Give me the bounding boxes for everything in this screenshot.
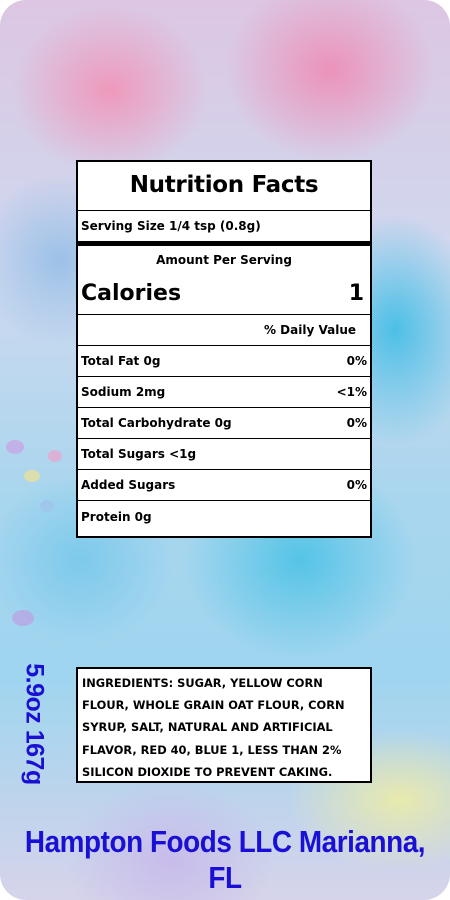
calories-label: Calories: [81, 280, 182, 306]
ingredients-line: SYRUP, SALT, NATURAL AND ARTIFICIAL: [82, 720, 333, 735]
nutrient-row: Added Sugars 0%: [78, 470, 370, 501]
calories-row: Calories 1: [78, 272, 370, 315]
manufacturer-line: Hampton Foods LLC Marianna, FL: [24, 824, 426, 895]
nutrition-facts-panel: Nutrition Facts Serving Size 1/4 tsp (0.…: [76, 160, 372, 538]
nutrient-label: Total Fat 0g: [81, 354, 161, 368]
ingredients-line: SILICON DIOXIDE TO PREVENT CAKING.: [82, 764, 333, 779]
ingredients-line: INGREDIENTS: SUGAR, YELLOW CORN: [82, 676, 323, 690]
candy-dot: [48, 450, 62, 462]
nutrient-label: Added Sugars: [81, 478, 176, 492]
nutrient-label: Sodium 2mg: [81, 385, 166, 399]
calories-value: 1: [348, 280, 364, 306]
nutrient-row: Total Fat 0g 0%: [78, 346, 370, 377]
nutrient-row: Sodium 2mg <1%: [78, 377, 370, 408]
serving-size: Serving Size 1/4 tsp (0.8g): [78, 211, 370, 246]
nutrition-title: Nutrition Facts: [78, 162, 370, 211]
ingredients-panel: INGREDIENTS: SUGAR, YELLOW CORN FLOUR, W…: [76, 667, 372, 783]
candy-dot: [12, 610, 34, 626]
amount-per-serving: Amount Per Serving: [156, 253, 292, 267]
nutrient-row: Total Sugars <1g: [78, 439, 370, 470]
nutrient-label: Total Carbohydrate 0g: [81, 416, 232, 430]
daily-value-header: % Daily Value: [78, 315, 370, 346]
nutrient-value: 0%: [346, 354, 367, 368]
nutrient-value: 0%: [346, 478, 367, 492]
nutrient-value: <1%: [336, 385, 367, 399]
candy-dot: [24, 470, 40, 482]
net-weight-text: 5.9oz 167g: [20, 663, 49, 785]
nutrient-label: Total Sugars <1g: [81, 447, 197, 461]
ingredients-line: FLAVOR, RED 40, BLUE 1, LESS THAN 2%: [82, 742, 342, 757]
net-weight: 5.9oz 167g: [10, 663, 58, 785]
nutrient-value: 0%: [346, 416, 367, 430]
ingredients-line: FLOUR, WHOLE GRAIN OAT FLOUR, CORN: [82, 698, 345, 713]
nutrient-row: Total Carbohydrate 0g 0%: [78, 408, 370, 439]
nutrient-row: Protein 0g: [78, 501, 370, 532]
candy-dot: [6, 440, 24, 454]
candy-dot: [40, 500, 54, 512]
nutrient-label: Protein 0g: [81, 509, 152, 524]
